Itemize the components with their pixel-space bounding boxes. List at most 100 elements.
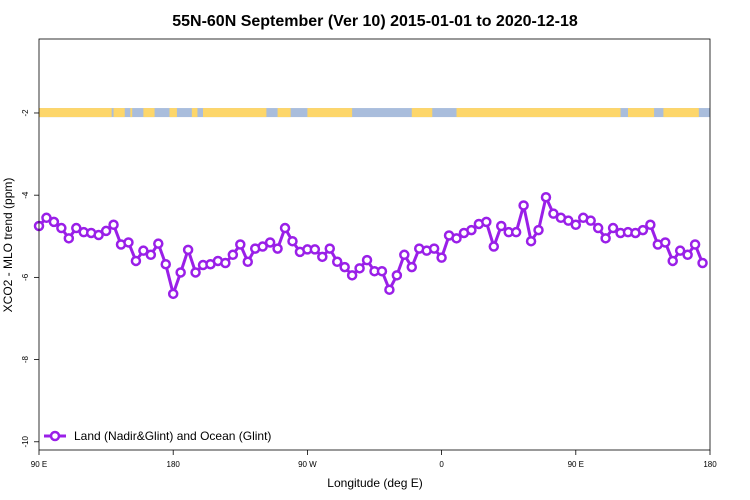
data-point-25: [220, 257, 231, 269]
data-point-30: [257, 241, 268, 252]
data-point-49: [399, 249, 410, 261]
data-point-17: [160, 258, 171, 270]
data-point-31: [264, 237, 276, 248]
data-point-42: [346, 270, 358, 281]
legend: Land (Nadir&Glint) and Ocean (Glint): [44, 429, 271, 443]
land-segment-5: [191, 108, 198, 118]
data-point-8: [93, 229, 104, 241]
data-point-26: [227, 249, 239, 261]
land-segment-10: [456, 108, 621, 118]
y-tick-label-2: -6: [21, 273, 30, 281]
y-axis-label: XCO2 - MLO trend (ppm): [1, 178, 15, 313]
data-point-48: [391, 270, 403, 281]
data-point-84: [660, 237, 671, 248]
data-point-60: [481, 216, 492, 228]
data-point-9: [100, 225, 112, 237]
land-segment-12: [663, 108, 699, 118]
data-point-50: [406, 261, 418, 273]
data-point-32: [272, 243, 283, 254]
data-point-53: [428, 243, 440, 254]
data-point-40: [331, 256, 343, 268]
data-point-10: [108, 219, 119, 231]
data-point-54: [436, 252, 447, 263]
y-tick-label-4: -10: [21, 435, 30, 447]
x-axis: 90 E 180 90 W 0 90 E 180: [31, 450, 717, 469]
legend-entry-label: Land (Nadir&Glint) and Ocean (Glint): [74, 429, 271, 443]
data-point-41: [339, 261, 350, 273]
y-tick-label-0: -2: [21, 109, 30, 117]
land-segment-1: [113, 108, 125, 118]
data-point-81: [637, 224, 649, 236]
x-tick-label-3: 0: [439, 460, 444, 469]
data-point-14: [138, 245, 149, 256]
data-point-87: [682, 249, 693, 261]
data-point-65: [518, 200, 529, 211]
data-point-75: [592, 222, 604, 234]
data-point-3: [56, 222, 67, 234]
data-point-1: [41, 212, 52, 224]
data-point-66: [525, 235, 537, 247]
series-group: [33, 191, 708, 300]
data-point-76: [600, 233, 611, 244]
x-tick-label-1: 180: [167, 460, 181, 469]
data-point-46: [376, 265, 388, 277]
data-point-34: [287, 235, 298, 247]
data-point-15: [145, 249, 157, 261]
data-point-61: [488, 241, 500, 252]
chart-title: 55N-60N September (Ver 10) 2015-01-01 to…: [172, 13, 578, 30]
data-point-27: [235, 239, 246, 250]
plot-frame: [38, 38, 711, 451]
data-point-20: [182, 244, 194, 256]
data-point-21: [190, 267, 201, 278]
land-segment-4: [169, 108, 177, 118]
data-point-68: [540, 191, 552, 203]
data-point-4: [63, 233, 75, 244]
x-axis-label: Longitude (deg E): [327, 476, 422, 490]
data-point-13: [130, 255, 142, 267]
land-segment-3: [143, 108, 155, 118]
data-point-58: [466, 224, 477, 236]
y-tick-label-1: -4: [21, 191, 30, 199]
data-point-33: [279, 222, 291, 234]
x-tick-label-0: 90 E: [31, 460, 47, 469]
data-point-19: [175, 267, 186, 278]
legend-marker: [49, 430, 61, 442]
data-point-5: [71, 222, 82, 234]
data-point-72: [570, 219, 582, 231]
data-point-28: [242, 256, 254, 268]
data-point-86: [674, 245, 686, 256]
data-point-64: [510, 226, 522, 238]
data-point-56: [451, 233, 462, 244]
y-axis: -2 -4 -6 -8 -10: [21, 109, 39, 448]
land-segment-9: [411, 108, 433, 118]
data-point-62: [495, 220, 507, 232]
data-point-39: [324, 243, 336, 254]
land-segment-7: [277, 108, 291, 118]
land-segment-8: [307, 108, 353, 118]
data-point-67: [533, 224, 544, 236]
data-point-69: [548, 208, 559, 219]
land-segment-11: [627, 108, 655, 118]
data-point-47: [384, 284, 395, 295]
data-point-43: [354, 263, 365, 274]
data-point-12: [123, 237, 134, 248]
x-tick-label-4: 90 E: [568, 460, 584, 469]
land-segment-2: [130, 108, 133, 118]
data-point-74: [585, 215, 596, 226]
x-tick-label-2: 90 W: [298, 460, 317, 469]
data-point-88: [689, 239, 701, 250]
data-point-16: [153, 238, 164, 249]
data-point-71: [563, 215, 574, 226]
data-point-89: [697, 257, 708, 269]
data-point-2: [48, 216, 60, 228]
data-point-37: [309, 244, 321, 255]
x-tick-label-5: 180: [703, 460, 717, 469]
ocean-band: [39, 108, 710, 118]
data-point-18: [167, 288, 179, 300]
data-point-85: [667, 255, 678, 267]
land-segment-0: [39, 108, 112, 118]
data-point-82: [645, 219, 656, 231]
land-segment-6: [203, 108, 267, 118]
